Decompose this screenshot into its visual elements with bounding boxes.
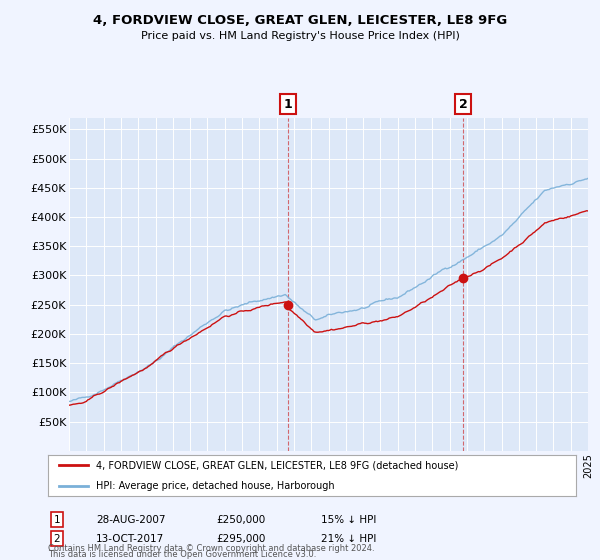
- Text: 21% ↓ HPI: 21% ↓ HPI: [321, 534, 376, 544]
- Text: 28-AUG-2007: 28-AUG-2007: [96, 515, 166, 525]
- Text: This data is licensed under the Open Government Licence v3.0.: This data is licensed under the Open Gov…: [48, 550, 316, 559]
- Text: £295,000: £295,000: [216, 534, 265, 544]
- Text: HPI: Average price, detached house, Harborough: HPI: Average price, detached house, Harb…: [95, 480, 334, 491]
- Text: 2: 2: [53, 534, 61, 544]
- Text: £250,000: £250,000: [216, 515, 265, 525]
- Text: 13-OCT-2017: 13-OCT-2017: [96, 534, 164, 544]
- Text: 2: 2: [459, 98, 467, 111]
- Text: 1: 1: [53, 515, 61, 525]
- Text: 4, FORDVIEW CLOSE, GREAT GLEN, LEICESTER, LE8 9FG: 4, FORDVIEW CLOSE, GREAT GLEN, LEICESTER…: [93, 14, 507, 27]
- Text: 4, FORDVIEW CLOSE, GREAT GLEN, LEICESTER, LE8 9FG (detached house): 4, FORDVIEW CLOSE, GREAT GLEN, LEICESTER…: [95, 460, 458, 470]
- Text: Price paid vs. HM Land Registry's House Price Index (HPI): Price paid vs. HM Land Registry's House …: [140, 31, 460, 41]
- Text: 1: 1: [283, 98, 292, 111]
- Text: 15% ↓ HPI: 15% ↓ HPI: [321, 515, 376, 525]
- Text: Contains HM Land Registry data © Crown copyright and database right 2024.: Contains HM Land Registry data © Crown c…: [48, 544, 374, 553]
